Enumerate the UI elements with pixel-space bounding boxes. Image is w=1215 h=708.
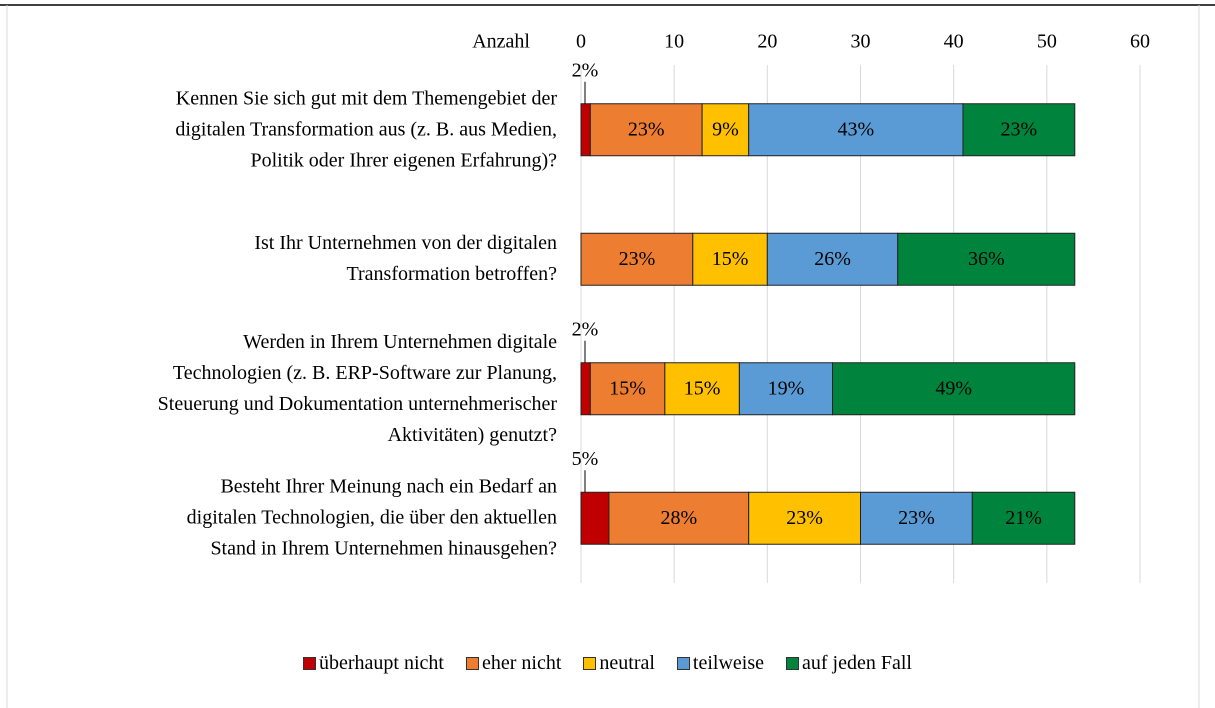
data-label: 5%	[572, 448, 599, 470]
data-label: 15%	[609, 377, 646, 399]
data-label: 23%	[1001, 118, 1038, 140]
data-label: 2%	[572, 59, 599, 81]
bar-segment	[897, 232, 1076, 286]
data-label: 21%	[1005, 507, 1042, 529]
bar-segment	[580, 232, 694, 286]
data-label: 9%	[712, 118, 739, 140]
legend-label: eher nicht	[481, 652, 562, 674]
x-tick-label: 50	[1037, 31, 1057, 53]
legend-swatch	[786, 657, 800, 670]
legend-item: teilweise	[676, 652, 765, 675]
bar-segment	[589, 362, 666, 416]
data-label: 23%	[628, 118, 665, 140]
data-label: 36%	[968, 248, 1005, 270]
legend-item: eher nicht	[465, 652, 562, 675]
bar-segment	[748, 103, 964, 157]
legend-label: teilweise	[692, 652, 765, 674]
data-label: 15%	[712, 248, 749, 270]
legend-swatch	[465, 657, 479, 670]
bar-segment	[832, 362, 1076, 416]
category-label: Besteht Ihrer Meinung nach ein Bedarf an…	[186, 475, 557, 560]
legend-label: auf jeden Fall	[802, 652, 912, 674]
data-label: 26%	[814, 248, 851, 270]
data-label: 19%	[768, 377, 805, 399]
bar-segment	[701, 103, 750, 157]
data-label: 23%	[898, 507, 935, 529]
data-label: 15%	[684, 377, 721, 399]
x-tick-label: 40	[944, 31, 964, 53]
bar-segment	[738, 362, 834, 416]
category-label: Ist Ihr Unternehmen von der digitalen Tr…	[254, 232, 557, 286]
bar-segment	[692, 232, 768, 286]
legend-label: überhaupt nicht	[319, 652, 444, 674]
bar-segment	[971, 491, 1076, 545]
bar-segment	[962, 103, 1076, 157]
bar-segment	[766, 232, 899, 286]
category-label: Werden in Ihrem Unternehmen digitale Tec…	[157, 330, 557, 446]
data-label: 23%	[786, 507, 823, 529]
legend-swatch	[676, 657, 690, 670]
x-tick-label: 30	[851, 31, 871, 53]
data-label: 2%	[572, 318, 599, 340]
x-tick-label: 20	[757, 31, 777, 53]
x-tick-label: 10	[664, 31, 684, 53]
x-axis-label: Anzahl	[472, 31, 530, 53]
bar-segment	[580, 362, 591, 416]
data-label: 23%	[619, 248, 656, 270]
legend-label: neutral	[599, 652, 655, 674]
legend-item: auf jeden Fall	[786, 652, 912, 675]
bar-segment	[664, 362, 740, 416]
legend-item: neutral	[583, 652, 655, 675]
data-label: 49%	[935, 377, 972, 399]
category-label: Kennen Sie sich gut mit dem Themengebiet…	[175, 87, 557, 172]
bar-segment	[589, 103, 703, 157]
bar-segment	[608, 491, 750, 545]
legend-swatch	[583, 657, 597, 670]
legend-swatch	[303, 657, 317, 670]
legend: überhaupt nicht eher nicht neutral teilweis…	[0, 652, 1215, 675]
x-tick-label: 0	[576, 31, 586, 53]
bar-segment	[580, 103, 591, 157]
data-label: 43%	[838, 118, 875, 140]
data-label: 28%	[660, 507, 697, 529]
bar-segment	[860, 491, 973, 545]
bar-segment	[580, 491, 610, 545]
x-tick-label: 60	[1130, 31, 1150, 53]
legend-item: überhaupt nicht	[303, 652, 444, 675]
